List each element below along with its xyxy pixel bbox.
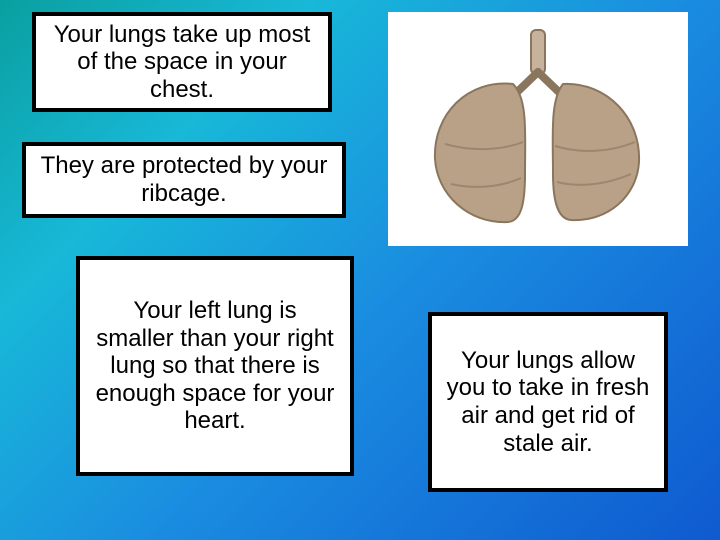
fact-box-4: Your lungs allow you to take in fresh ai…: [428, 312, 668, 492]
fact-text-4: Your lungs allow you to take in fresh ai…: [446, 347, 650, 457]
fact-text-2: They are protected by your ribcage.: [40, 152, 328, 207]
fact-box-2: They are protected by your ribcage.: [22, 142, 346, 218]
lungs-icon: [413, 24, 663, 234]
lungs-image-panel: [388, 12, 688, 246]
fact-box-1: Your lungs take up most of the space in …: [32, 12, 332, 112]
fact-text-1: Your lungs take up most of the space in …: [50, 21, 314, 104]
slide: Your lungs take up most of the space in …: [0, 0, 720, 540]
fact-box-3: Your left lung is smaller than your righ…: [76, 256, 354, 476]
fact-text-3: Your left lung is smaller than your righ…: [94, 297, 336, 435]
